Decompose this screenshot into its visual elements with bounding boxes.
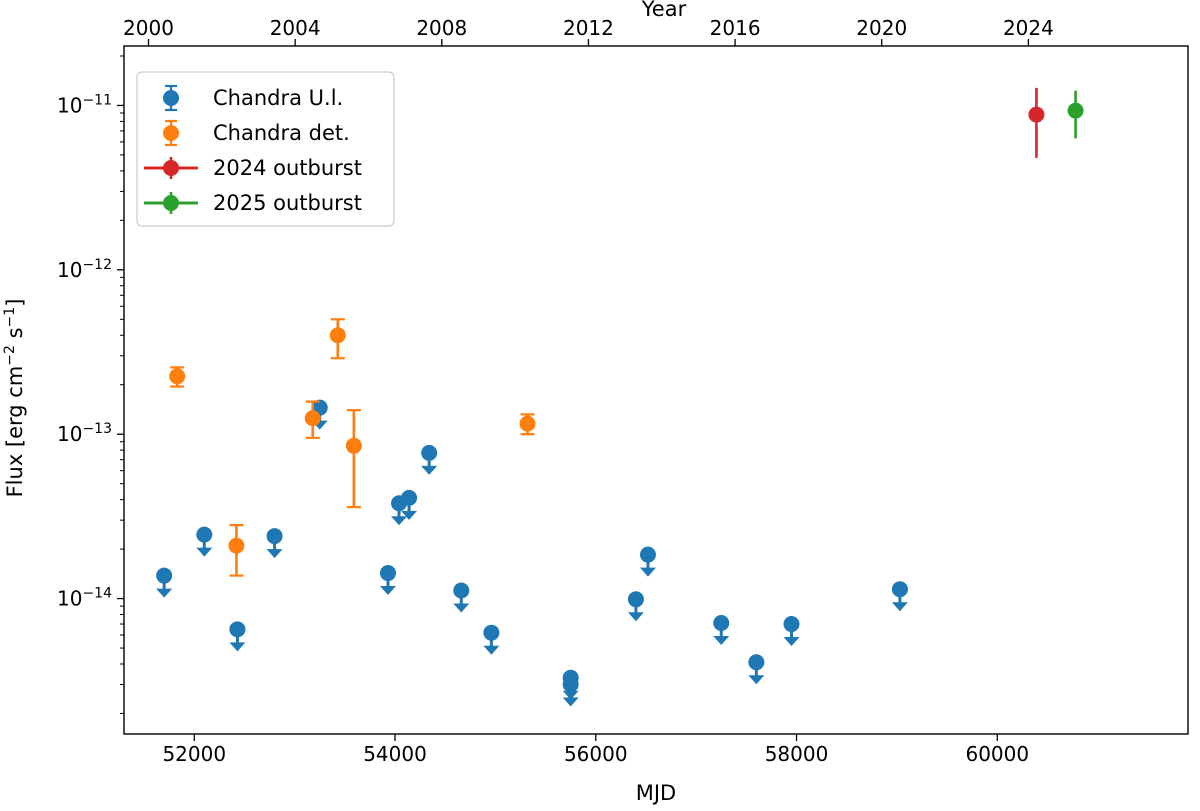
- chandra-u-l-point: [483, 624, 500, 641]
- chandra-u-l-point: [156, 567, 173, 584]
- chandra-det-point: [519, 415, 536, 432]
- legend-label-2025-outburst: 2025 outburst: [213, 191, 362, 215]
- y-axis-label-end: ]: [3, 299, 27, 307]
- upper-limit-arrow-head: [266, 549, 283, 559]
- y-tick-label: 10−12: [57, 257, 112, 282]
- y-axis-label-exp1: −2: [2, 345, 18, 366]
- x-tick-label: 60000: [965, 742, 1029, 766]
- series-2025-outburst: [1067, 90, 1084, 139]
- legend-marker-chandra-u-l: [163, 90, 179, 106]
- chandra-u-l-point: [196, 526, 213, 543]
- x-tick-label: 52000: [162, 742, 226, 766]
- chandra-u-l-point: [783, 616, 800, 633]
- y-axis-label: Flux [erg cm−2 s−1]: [2, 299, 27, 498]
- top-tick-label: 2008: [416, 16, 467, 40]
- y-tick-label: 10−13: [57, 421, 112, 446]
- x-tick-label: 54000: [363, 742, 427, 766]
- x-tick-label: 58000: [765, 742, 829, 766]
- 2025-outburst-point: [1067, 102, 1084, 119]
- y-tick-label: 10−11: [57, 92, 112, 117]
- upper-limit-arrow-head: [639, 567, 656, 577]
- upper-limit-arrow-head: [421, 465, 438, 475]
- legend-marker-chandra-det: [163, 125, 179, 141]
- chandra-u-l-point: [748, 654, 765, 671]
- chandra-det-point: [304, 410, 321, 427]
- upper-limit-arrow-head: [562, 697, 579, 707]
- series-2024-outburst: [1028, 87, 1045, 158]
- plot-frame: [123, 45, 1189, 735]
- legend: Chandra U.l. Chandra det. 2024 outburst …: [136, 71, 395, 227]
- upper-limit-arrow-head: [229, 642, 246, 652]
- series-chandra-u-l: [156, 399, 908, 707]
- top-tick-label: 2020: [856, 16, 907, 40]
- chandra-u-l-point: [453, 582, 470, 599]
- legend-marker-2025-outburst: [163, 195, 179, 211]
- upper-limit-arrow-head: [713, 636, 730, 646]
- upper-limit-arrow-head: [891, 602, 908, 612]
- legend-label-2024-outburst: 2024 outburst: [213, 156, 362, 180]
- top-tick-label: 2012: [563, 16, 614, 40]
- series-chandra-det: [169, 318, 536, 577]
- ticks-layer: 52000 54000 56000 58000 60000 2000 2004 2008 201…: [57, 16, 1054, 766]
- x-axis-label: MJD: [636, 781, 676, 805]
- legend-label-chandra-det: Chandra det.: [213, 121, 350, 145]
- y-axis-label-main: Flux [erg cm: [3, 366, 27, 498]
- chandra-det-point: [329, 327, 346, 344]
- upper-limit-arrow-head: [483, 645, 500, 655]
- chandra-u-l-point: [421, 444, 438, 461]
- data-layer: [156, 87, 1084, 707]
- y-axis-label-mid: s: [3, 327, 27, 345]
- chandra-u-l-point: [891, 581, 908, 598]
- legend-markers: [144, 84, 198, 214]
- top-tick-label: 2024: [1003, 16, 1054, 40]
- upper-limit-arrow-head: [379, 586, 396, 596]
- upper-limit-arrow-head: [391, 516, 408, 526]
- top-tick-label: 2004: [270, 16, 321, 40]
- chandra-u-l-point: [562, 676, 579, 693]
- chandra-u-l-point: [266, 528, 283, 545]
- chandra-u-l-point: [639, 546, 656, 563]
- chandra-u-l-point: [229, 621, 246, 638]
- chandra-u-l-point: [401, 489, 418, 506]
- upper-limit-arrow-head: [156, 588, 173, 598]
- upper-limit-arrow-head: [627, 612, 644, 622]
- upper-limit-arrow-head: [401, 510, 418, 520]
- top-tick-label: 2000: [123, 16, 174, 40]
- top-x-axis-label: Year: [641, 0, 687, 21]
- chandra-u-l-point: [379, 565, 396, 582]
- x-tick-label: 56000: [564, 742, 628, 766]
- legend-frame: [136, 71, 395, 227]
- chandra-det-point: [345, 437, 362, 454]
- y-tick-label: 10−14: [57, 586, 112, 611]
- 2024-outburst-point: [1028, 106, 1045, 123]
- chandra-det-point: [169, 368, 186, 385]
- chandra-u-l-point: [713, 615, 730, 632]
- legend-marker-2024-outburst: [163, 160, 179, 176]
- upper-limit-arrow-head: [453, 603, 470, 613]
- upper-limit-arrow-head: [783, 637, 800, 647]
- upper-limit-arrow-head: [196, 547, 213, 557]
- legend-label-chandra-ul: Chandra U.l.: [213, 86, 343, 110]
- y-axis-label-exp2: −1: [2, 307, 18, 328]
- top-tick-label: 2016: [710, 16, 761, 40]
- upper-limit-arrow-head: [748, 675, 765, 685]
- chandra-u-l-point: [627, 591, 644, 608]
- chandra-det-point: [228, 537, 245, 554]
